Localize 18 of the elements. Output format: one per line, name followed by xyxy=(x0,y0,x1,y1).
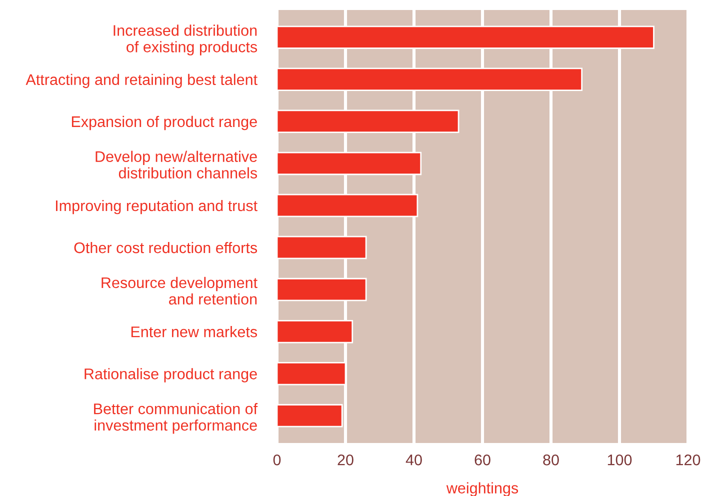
x-tick-label: 0 xyxy=(273,454,281,466)
y-tick-label: Improving reputation and trust xyxy=(56,200,258,214)
y-tick-label: Better communication of investment performance xyxy=(94,403,258,434)
x-tick-label: 80 xyxy=(543,454,559,466)
y-tick-label: Other cost reduction efforts xyxy=(74,242,258,254)
x-tick-label: 60 xyxy=(474,454,490,466)
y-tick-label: Enter new markets xyxy=(131,326,258,338)
x-tick-label: 40 xyxy=(406,454,422,466)
x-tick-label: 20 xyxy=(338,454,354,466)
y-tick-label: Attracting and retaining best talent xyxy=(26,74,258,88)
x-tick-label: 120 xyxy=(676,454,700,466)
x-tick-label: 100 xyxy=(608,454,632,466)
y-tick-label: Develop new/alternative distribution channels xyxy=(96,150,258,178)
y-tick-label: Rationalise product range xyxy=(84,368,257,382)
y-tick-label: Increased distribution of existing products xyxy=(114,24,258,56)
y-tick-label: Expansion of product range xyxy=(72,116,257,130)
y-tick-label: Resource development and retention xyxy=(102,276,258,305)
x-axis-title: weightings xyxy=(446,482,518,496)
